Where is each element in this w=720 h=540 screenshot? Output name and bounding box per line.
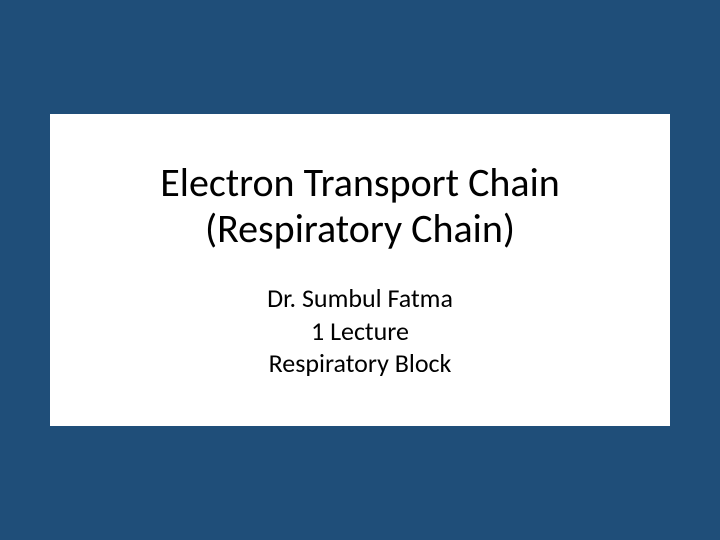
lecture-count: 1 Lecture	[267, 315, 453, 348]
slide-content-box: Electron Transport Chain (Respiratory Ch…	[50, 114, 670, 426]
slide-subtitle: Dr. Sumbul Fatma 1 Lecture Respiratory B…	[267, 282, 453, 380]
slide-title: Electron Transport Chain (Respiratory Ch…	[160, 160, 560, 252]
block-name: Respiratory Block	[267, 347, 453, 380]
presenter-name: Dr. Sumbul Fatma	[267, 282, 453, 315]
title-line-2: (Respiratory Chain)	[160, 206, 560, 252]
title-line-1: Electron Transport Chain	[160, 160, 560, 206]
